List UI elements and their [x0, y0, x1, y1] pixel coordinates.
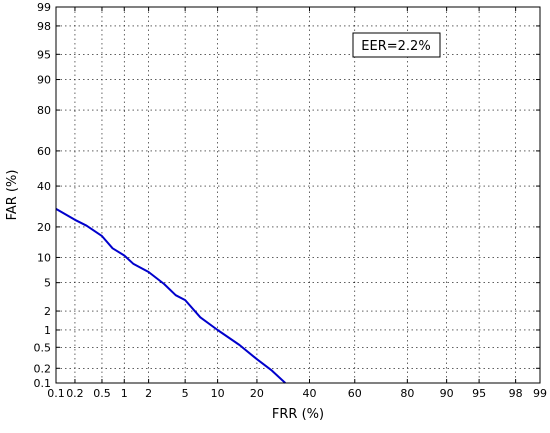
y-tick-label: 0.1 [34, 377, 52, 390]
plot-frame [55, 6, 541, 384]
x-tick-label: 10 [211, 387, 225, 400]
y-tick-label: 0.5 [34, 341, 52, 354]
y-tick-label: 0.2 [34, 362, 52, 375]
y-tick-label: 20 [37, 221, 51, 234]
x-axis-label: FRR (%) [272, 407, 324, 422]
det-curve [55, 208, 286, 384]
x-tick-label: 2 [145, 387, 152, 400]
x-tick-label: 95 [472, 387, 486, 400]
y-tick-label: 98 [37, 20, 51, 33]
y-tick-label: 60 [37, 145, 51, 158]
eer-annotation: EER=2.2% [352, 32, 441, 58]
y-tick-label: 2 [44, 305, 51, 318]
y-tick-label: 90 [37, 74, 51, 87]
eer-label: EER=2.2% [361, 39, 430, 54]
x-tick-label: 1 [121, 387, 128, 400]
x-tick-label: 60 [348, 387, 362, 400]
y-tick-label: 99 [37, 1, 51, 14]
x-tick-label: 40 [302, 387, 316, 400]
y-tick-label: 5 [44, 277, 51, 290]
x-tick-label: 20 [250, 387, 264, 400]
y-tick-label: 95 [37, 48, 51, 61]
eer-box [352, 32, 441, 58]
x-tick-label: 80 [400, 387, 414, 400]
x-tick-label: 98 [509, 387, 523, 400]
x-tick-label: 5 [182, 387, 189, 400]
y-tick-label: 80 [37, 104, 51, 117]
y-tick-label: 40 [37, 180, 51, 193]
x-tick-label: 90 [440, 387, 454, 400]
y-tick-label: 1 [44, 324, 51, 337]
y-axis-label: FAR (%) [5, 170, 20, 221]
y-tick-label: 10 [37, 251, 51, 264]
x-tick-label: 0.1 [47, 387, 65, 400]
tick-layer: 0.1 0.2 0.5 1 2 5 10 20 40 60 80 90 95 98 990.10.20.51… [34, 1, 548, 400]
series-layer [55, 208, 286, 384]
x-tick-label: 99 [533, 387, 547, 400]
x-tick-label: 0.2 [66, 387, 84, 400]
x-tick-label: 0.5 [93, 387, 111, 400]
